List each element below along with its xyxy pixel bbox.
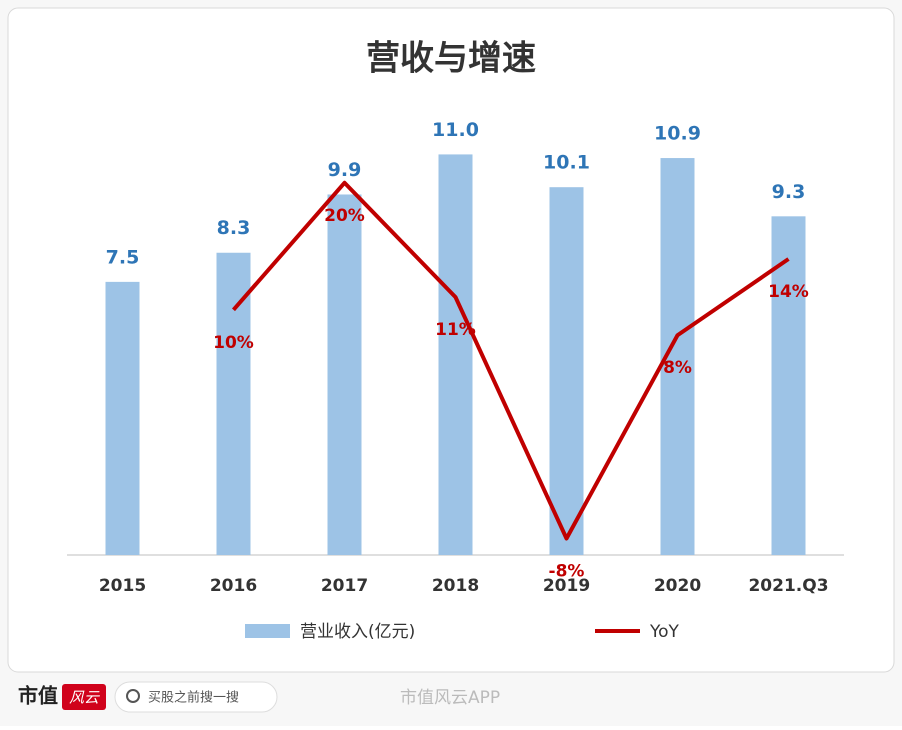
legend-label: 营业收入(亿元)	[300, 622, 415, 642]
x-tick-label: 2021.Q3	[748, 576, 828, 596]
watermark: 市值风云APP	[400, 688, 500, 708]
yoy-value-label: 14%	[768, 282, 809, 302]
legend-swatch	[245, 624, 290, 638]
yoy-value-label: 11%	[435, 320, 476, 340]
yoy-value-label: -8%	[549, 561, 585, 581]
bar	[549, 187, 584, 556]
logo-badge: 风云	[69, 689, 100, 707]
bar	[327, 194, 362, 555]
logo: 市值	[18, 684, 58, 708]
x-tick-label: 2019	[543, 576, 590, 596]
x-tick-label: 2018	[432, 576, 479, 596]
search-icon	[126, 689, 140, 703]
legend-label: YoY	[649, 622, 680, 642]
search-text: 买股之前搜一搜	[148, 690, 239, 706]
yoy-value-label: 20%	[324, 206, 365, 226]
bar	[216, 252, 251, 555]
yoy-value-label: 10%	[213, 333, 254, 353]
x-tick-label: 2016	[210, 576, 257, 596]
bar-value-label: 11.0	[432, 119, 479, 141]
bar-value-label: 10.9	[654, 123, 701, 145]
chart-title: 营收与增速	[366, 39, 536, 79]
bar-value-label: 8.3	[217, 217, 251, 239]
bar-value-label: 9.9	[328, 159, 362, 181]
bar-value-label: 9.3	[772, 181, 806, 203]
footer: 市值 风云 买股之前搜一搜 市值风云APP	[18, 681, 500, 713]
x-tick-label: 2020	[654, 576, 701, 596]
x-tick-label: 2015	[99, 576, 146, 596]
bar-value-label: 7.5	[106, 246, 140, 268]
bar	[771, 216, 806, 555]
yoy-value-label: 8%	[663, 358, 692, 378]
x-tick-label: 2017	[321, 576, 368, 596]
search-box[interactable]	[114, 681, 278, 713]
bar-value-label: 10.1	[543, 152, 590, 174]
bar	[105, 281, 140, 555]
bar	[438, 154, 473, 555]
logo-badge-bg	[62, 684, 106, 710]
yoy-line	[231, 180, 790, 541]
